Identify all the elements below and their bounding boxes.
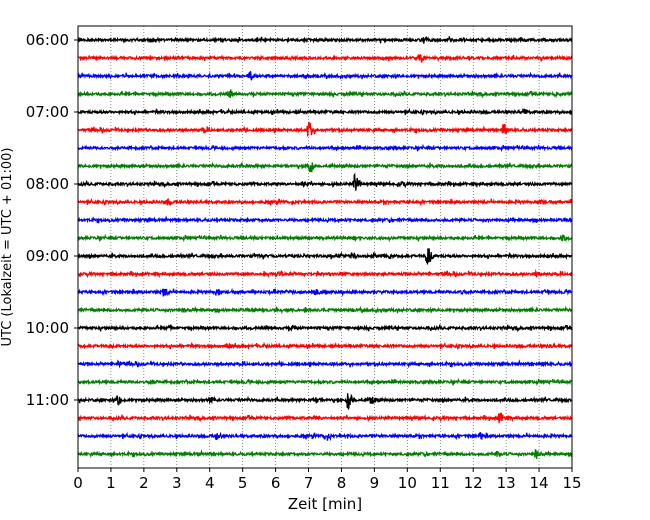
seismic-trace: [77, 172, 573, 191]
seismic-trace: [77, 248, 573, 265]
seismic-trace: [77, 448, 573, 459]
x-tick-label: 4: [205, 474, 215, 492]
seismic-trace: [77, 412, 573, 424]
x-tick-label: 13: [497, 474, 516, 492]
x-tick-label: 15: [562, 474, 581, 492]
seismic-trace: [77, 359, 573, 369]
y-tick-label: 11:00: [26, 391, 69, 409]
seismic-trace: [77, 121, 573, 137]
seismic-trace: [77, 341, 573, 351]
seismic-trace: [77, 233, 573, 243]
seismic-trace: [77, 393, 573, 410]
seismic-trace: [77, 431, 573, 442]
x-tick-label: 5: [238, 474, 248, 492]
seismic-trace: [77, 377, 572, 387]
seismic-trace: [77, 161, 573, 173]
plot-frame: [77, 25, 573, 469]
seismic-trace: [77, 89, 573, 99]
x-tick-label: 9: [370, 474, 380, 492]
seismic-trace: [77, 36, 573, 44]
x-tick-label: 0: [73, 474, 83, 492]
x-tick-label: 11: [431, 474, 450, 492]
seismic-trace: [77, 268, 573, 279]
y-tick-label: 10:00: [26, 319, 69, 337]
seismic-trace: [77, 287, 573, 297]
x-axis-label: Zeit [min]: [288, 495, 362, 513]
y-axis-ticks: 06:00 07:00 08:00 09:00 10:00 11:00: [26, 31, 78, 409]
x-tick-label: 3: [172, 474, 182, 492]
seismic-traces: [77, 36, 573, 459]
x-tick-label: 1: [106, 474, 116, 492]
x-tick-label: 6: [271, 474, 281, 492]
seismic-trace: [77, 71, 573, 81]
seismic-trace: [77, 143, 573, 153]
x-tick-label: 7: [304, 474, 314, 492]
seismic-trace: [77, 324, 573, 333]
x-tick-label: 12: [464, 474, 483, 492]
x-tick-label: 2: [139, 474, 149, 492]
seismic-trace: [77, 107, 573, 117]
y-tick-label: 09:00: [26, 247, 69, 265]
y-axis-label: UTC (Lokalzeit = UTC + 01:00): [0, 148, 15, 347]
seismic-trace: [77, 215, 573, 224]
x-tick-label: 14: [530, 474, 549, 492]
x-tick-label: 10: [398, 474, 417, 492]
seismic-trace: [77, 305, 573, 315]
seismic-trace: [77, 197, 573, 207]
x-axis-ticks: 0 1 2 3 4 5 6 7 8 9 10 11 12 13 14 15: [73, 468, 582, 492]
y-tick-label: 06:00: [26, 31, 69, 49]
x-tick-label: 8: [337, 474, 347, 492]
y-tick-label: 08:00: [26, 175, 69, 193]
seismic-trace: [77, 53, 573, 64]
y-tick-label: 07:00: [26, 103, 69, 121]
